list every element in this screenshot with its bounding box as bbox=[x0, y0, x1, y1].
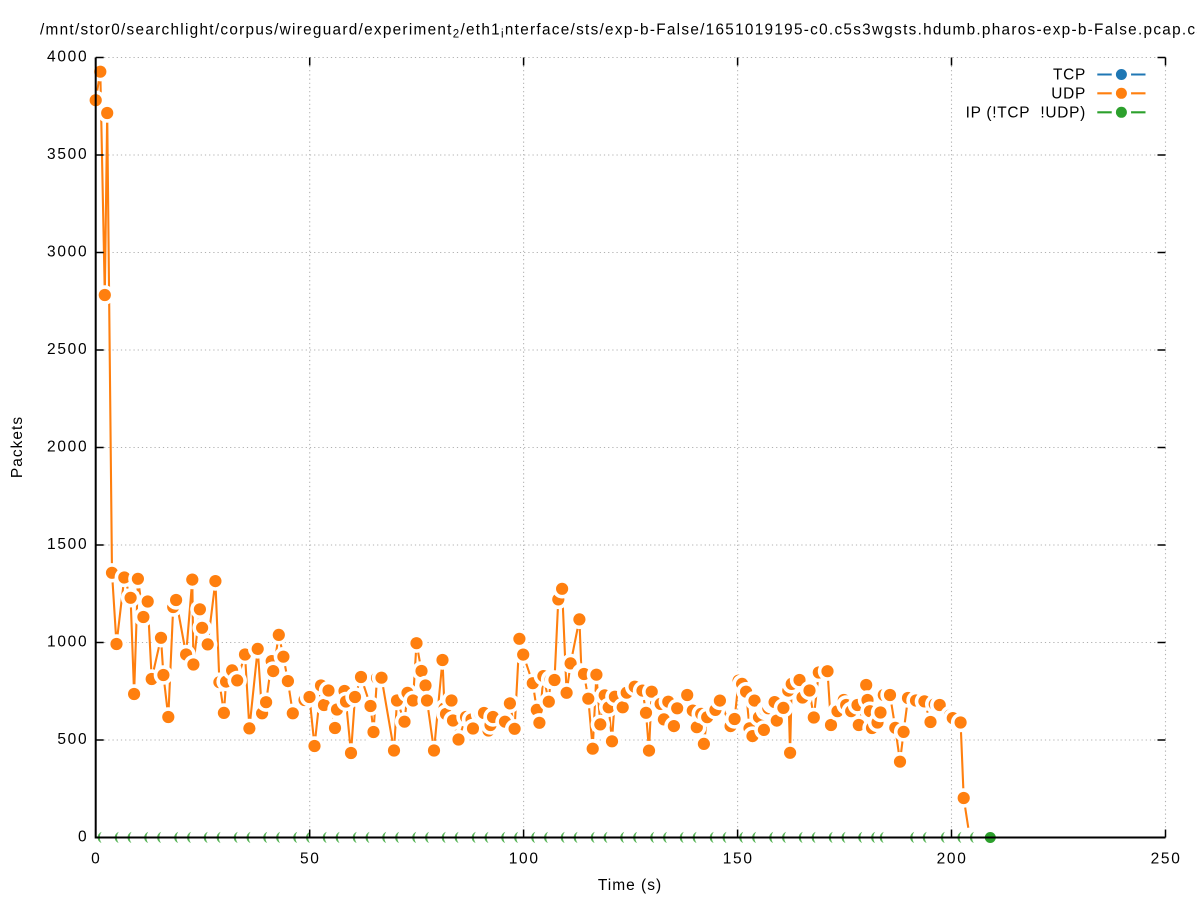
svg-text:2500: 2500 bbox=[47, 341, 88, 358]
svg-text:100: 100 bbox=[509, 851, 540, 868]
svg-text:200: 200 bbox=[937, 851, 968, 868]
svg-text:2000: 2000 bbox=[47, 439, 88, 456]
svg-text:1500: 1500 bbox=[47, 536, 88, 553]
svg-text:50: 50 bbox=[300, 851, 321, 868]
svg-text:TCP: TCP bbox=[1053, 67, 1086, 84]
svg-text:150: 150 bbox=[723, 851, 754, 868]
svg-text:Time (s): Time (s) bbox=[598, 877, 662, 894]
svg-text:/mnt/stor0/searchlight/corpus/: /mnt/stor0/searchlight/corpus/wireguard/… bbox=[40, 22, 1197, 41]
svg-text:UDP: UDP bbox=[1051, 86, 1086, 103]
svg-text:Packets: Packets bbox=[9, 416, 26, 478]
svg-text:4000: 4000 bbox=[47, 49, 88, 66]
svg-text:0: 0 bbox=[78, 829, 88, 846]
svg-text:250: 250 bbox=[1151, 851, 1182, 868]
svg-text:3500: 3500 bbox=[47, 146, 88, 163]
svg-text:500: 500 bbox=[57, 731, 88, 748]
svg-text:IP (!TCP !UDP): IP (!TCP !UDP) bbox=[966, 105, 1086, 122]
svg-text:0: 0 bbox=[91, 851, 101, 868]
svg-text:1000: 1000 bbox=[47, 634, 88, 651]
svg-text:3000: 3000 bbox=[47, 244, 88, 261]
